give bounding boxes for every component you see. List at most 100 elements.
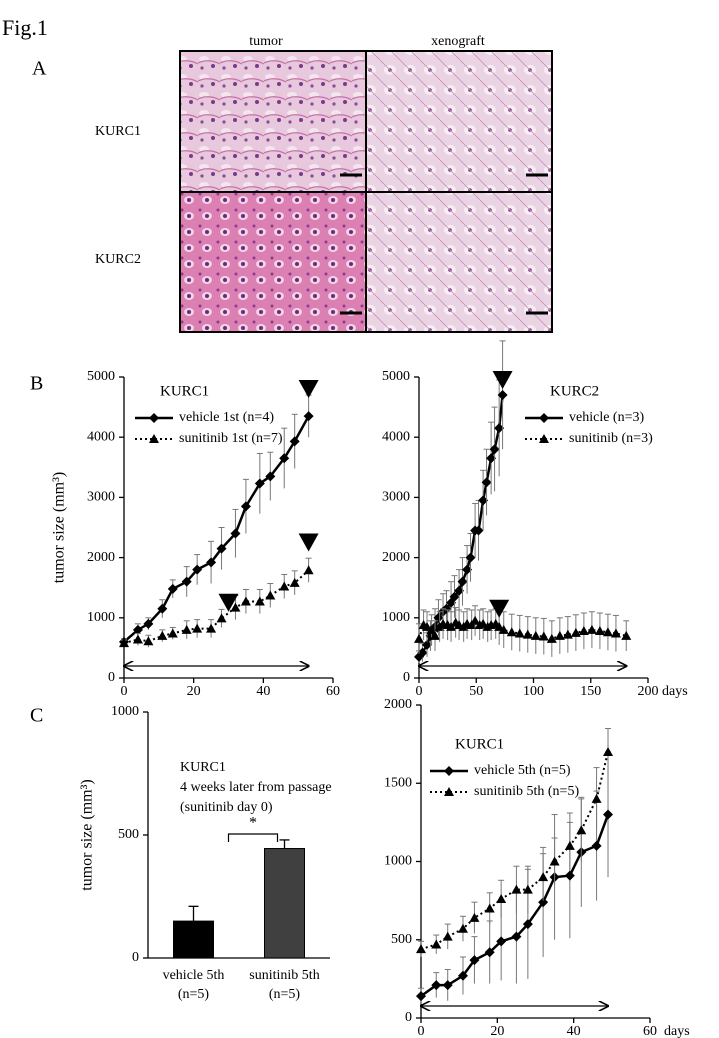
- row-label: KURC1: [95, 124, 141, 139]
- x-tick-label: 40: [256, 684, 270, 699]
- marker: [489, 444, 500, 455]
- y-tick-label: 0: [405, 1010, 412, 1025]
- marker: [546, 633, 557, 643]
- histology-image: [366, 192, 552, 332]
- marker: [192, 564, 203, 575]
- marker: [562, 629, 573, 639]
- marker: [484, 903, 495, 913]
- marker: [216, 543, 227, 554]
- marker: [431, 939, 442, 949]
- marker: [457, 923, 468, 933]
- legend-label: sunitinib (n=3): [569, 431, 653, 446]
- significance-bracket: [227, 833, 279, 842]
- y-tick-label: 2000: [87, 550, 115, 565]
- marker: [216, 613, 227, 623]
- marker: [449, 591, 460, 602]
- marker: [444, 787, 454, 796]
- x-tick-label: 150: [580, 684, 601, 699]
- marker: [416, 944, 426, 954]
- annotation: (sunitinib day 0): [180, 800, 273, 815]
- marker: [119, 638, 129, 648]
- arrow-marker: [298, 533, 319, 552]
- marker: [431, 980, 442, 991]
- marker: [132, 634, 143, 644]
- column-label: tumor: [249, 34, 283, 49]
- y-axis-title: tumor size (mm³): [51, 472, 68, 583]
- marker: [522, 629, 533, 639]
- marker: [289, 577, 300, 587]
- marker: [497, 390, 508, 401]
- marker: [496, 936, 507, 947]
- marker: [591, 793, 602, 803]
- marker: [469, 955, 480, 966]
- marker: [478, 618, 489, 628]
- marker: [586, 624, 597, 634]
- marker: [494, 621, 505, 631]
- marker: [279, 581, 290, 591]
- x-tick-label: 0: [418, 1024, 425, 1038]
- marker: [206, 557, 217, 568]
- marker: [192, 623, 203, 633]
- marker: [149, 434, 159, 443]
- marker: [181, 576, 192, 587]
- legend-label: vehicle 5th (n=5): [474, 763, 571, 778]
- series-line: [123, 415, 310, 643]
- marker: [539, 434, 549, 443]
- x-axis-title: days: [664, 1024, 690, 1038]
- panel-label: A: [32, 58, 47, 80]
- bar: [173, 920, 214, 959]
- marker: [422, 639, 433, 650]
- marker: [457, 576, 468, 587]
- y-tick-label: 4000: [382, 429, 410, 444]
- y-tick-label: 0: [108, 670, 115, 685]
- y-tick-label: 2000: [382, 550, 410, 565]
- chart-label: KURC1: [455, 736, 504, 752]
- marker: [303, 565, 314, 575]
- column-label: xenograft: [431, 34, 485, 49]
- y-tick-label: 1500: [384, 775, 412, 790]
- marker: [430, 630, 441, 640]
- x-tick-label: sunitinib 5th: [249, 968, 319, 983]
- marker: [481, 477, 492, 488]
- marker: [442, 980, 453, 991]
- marker: [538, 897, 549, 908]
- y-tick-label: 1000: [111, 704, 139, 719]
- marker: [576, 825, 587, 835]
- y-tick-label: 500: [118, 827, 139, 842]
- arrow-marker: [489, 599, 510, 618]
- x-axis-title: days: [662, 684, 688, 699]
- y-tick-label: 1000: [382, 610, 410, 625]
- x-tick-note: (n=5): [269, 987, 301, 1002]
- marker: [506, 627, 517, 637]
- y-tick-label: 1000: [384, 854, 412, 869]
- marker: [610, 628, 621, 638]
- y-tick-label: 3000: [382, 490, 410, 505]
- series-line: [420, 751, 609, 951]
- marker: [433, 612, 444, 623]
- marker: [602, 627, 613, 637]
- x-tick-label: 60: [326, 684, 340, 699]
- marker: [496, 894, 507, 904]
- marker: [469, 912, 480, 922]
- marker: [240, 596, 251, 606]
- y-tick-label: 0: [403, 670, 410, 685]
- marker: [570, 627, 581, 637]
- bar: [264, 848, 305, 959]
- x-tick-label: 0: [416, 684, 423, 699]
- x-tick-label: 60: [643, 1024, 657, 1038]
- marker: [442, 931, 453, 941]
- marker: [454, 585, 465, 596]
- marker: [484, 947, 495, 958]
- x-tick-label: 20: [187, 684, 201, 699]
- marker: [470, 615, 481, 625]
- arrow-marker: [298, 380, 319, 399]
- x-tick-label: vehicle 5th: [163, 968, 225, 983]
- panel-label: C: [30, 705, 43, 727]
- marker: [157, 603, 168, 614]
- histology-image: [366, 51, 552, 192]
- marker: [578, 626, 589, 636]
- chart-label: KURC2: [550, 383, 599, 399]
- y-tick-label: 5000: [87, 369, 115, 384]
- marker: [494, 423, 505, 434]
